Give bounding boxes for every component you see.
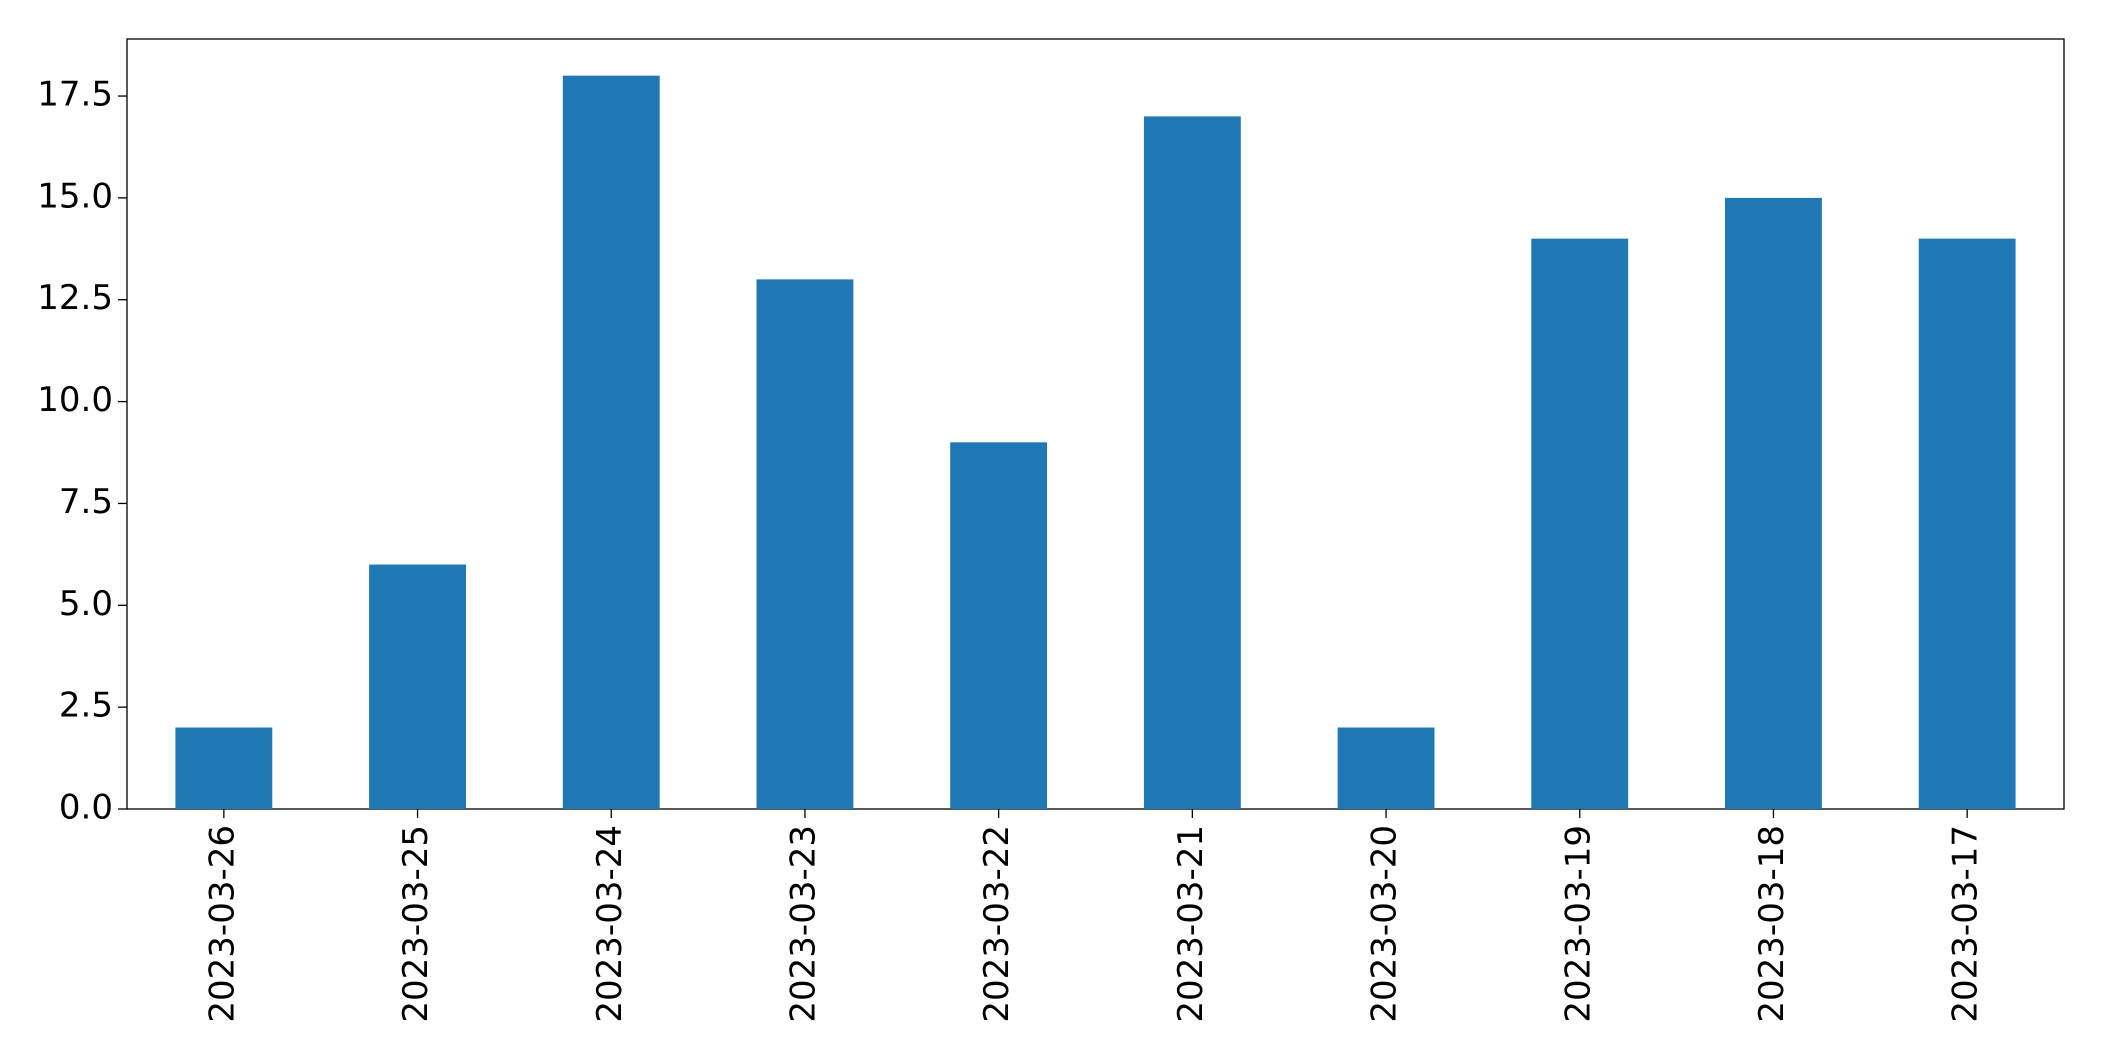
bar <box>1531 238 1629 809</box>
x-tick-label: 2023-03-21 <box>1171 825 1211 1023</box>
x-tick-label: 2023-03-18 <box>1752 825 1792 1023</box>
bar <box>1725 197 1822 809</box>
y-tick-label: 2.5 <box>59 686 113 726</box>
x-tick-label: 2023-03-22 <box>977 825 1017 1023</box>
bar <box>1143 116 1241 809</box>
y-tick-label: 12.5 <box>37 278 113 318</box>
y-tick-label: 17.5 <box>37 75 113 115</box>
y-tick-label: 0.0 <box>59 788 113 828</box>
y-tick-label: 15.0 <box>37 176 113 216</box>
x-tick-label: 2023-03-20 <box>1365 825 1405 1023</box>
y-tick-label: 5.0 <box>59 584 113 624</box>
bar <box>950 442 1048 809</box>
y-tick-label: 7.5 <box>59 482 113 522</box>
x-tick-label: 2023-03-23 <box>783 825 823 1023</box>
x-tick-label: 2023-03-26 <box>202 825 242 1023</box>
x-tick-label: 2023-03-25 <box>396 825 436 1023</box>
x-tick-label: 2023-03-24 <box>590 825 630 1023</box>
bar <box>1337 727 1435 809</box>
y-tick-label: 10.0 <box>37 380 113 420</box>
bar <box>756 279 854 809</box>
bar <box>369 564 466 809</box>
bar <box>1918 238 2016 809</box>
plot-frame <box>126 38 2065 810</box>
bar <box>175 727 273 809</box>
x-tick-label: 2023-03-19 <box>1558 825 1598 1023</box>
bar <box>562 75 660 809</box>
x-tick-label: 2023-03-17 <box>1946 825 1986 1023</box>
